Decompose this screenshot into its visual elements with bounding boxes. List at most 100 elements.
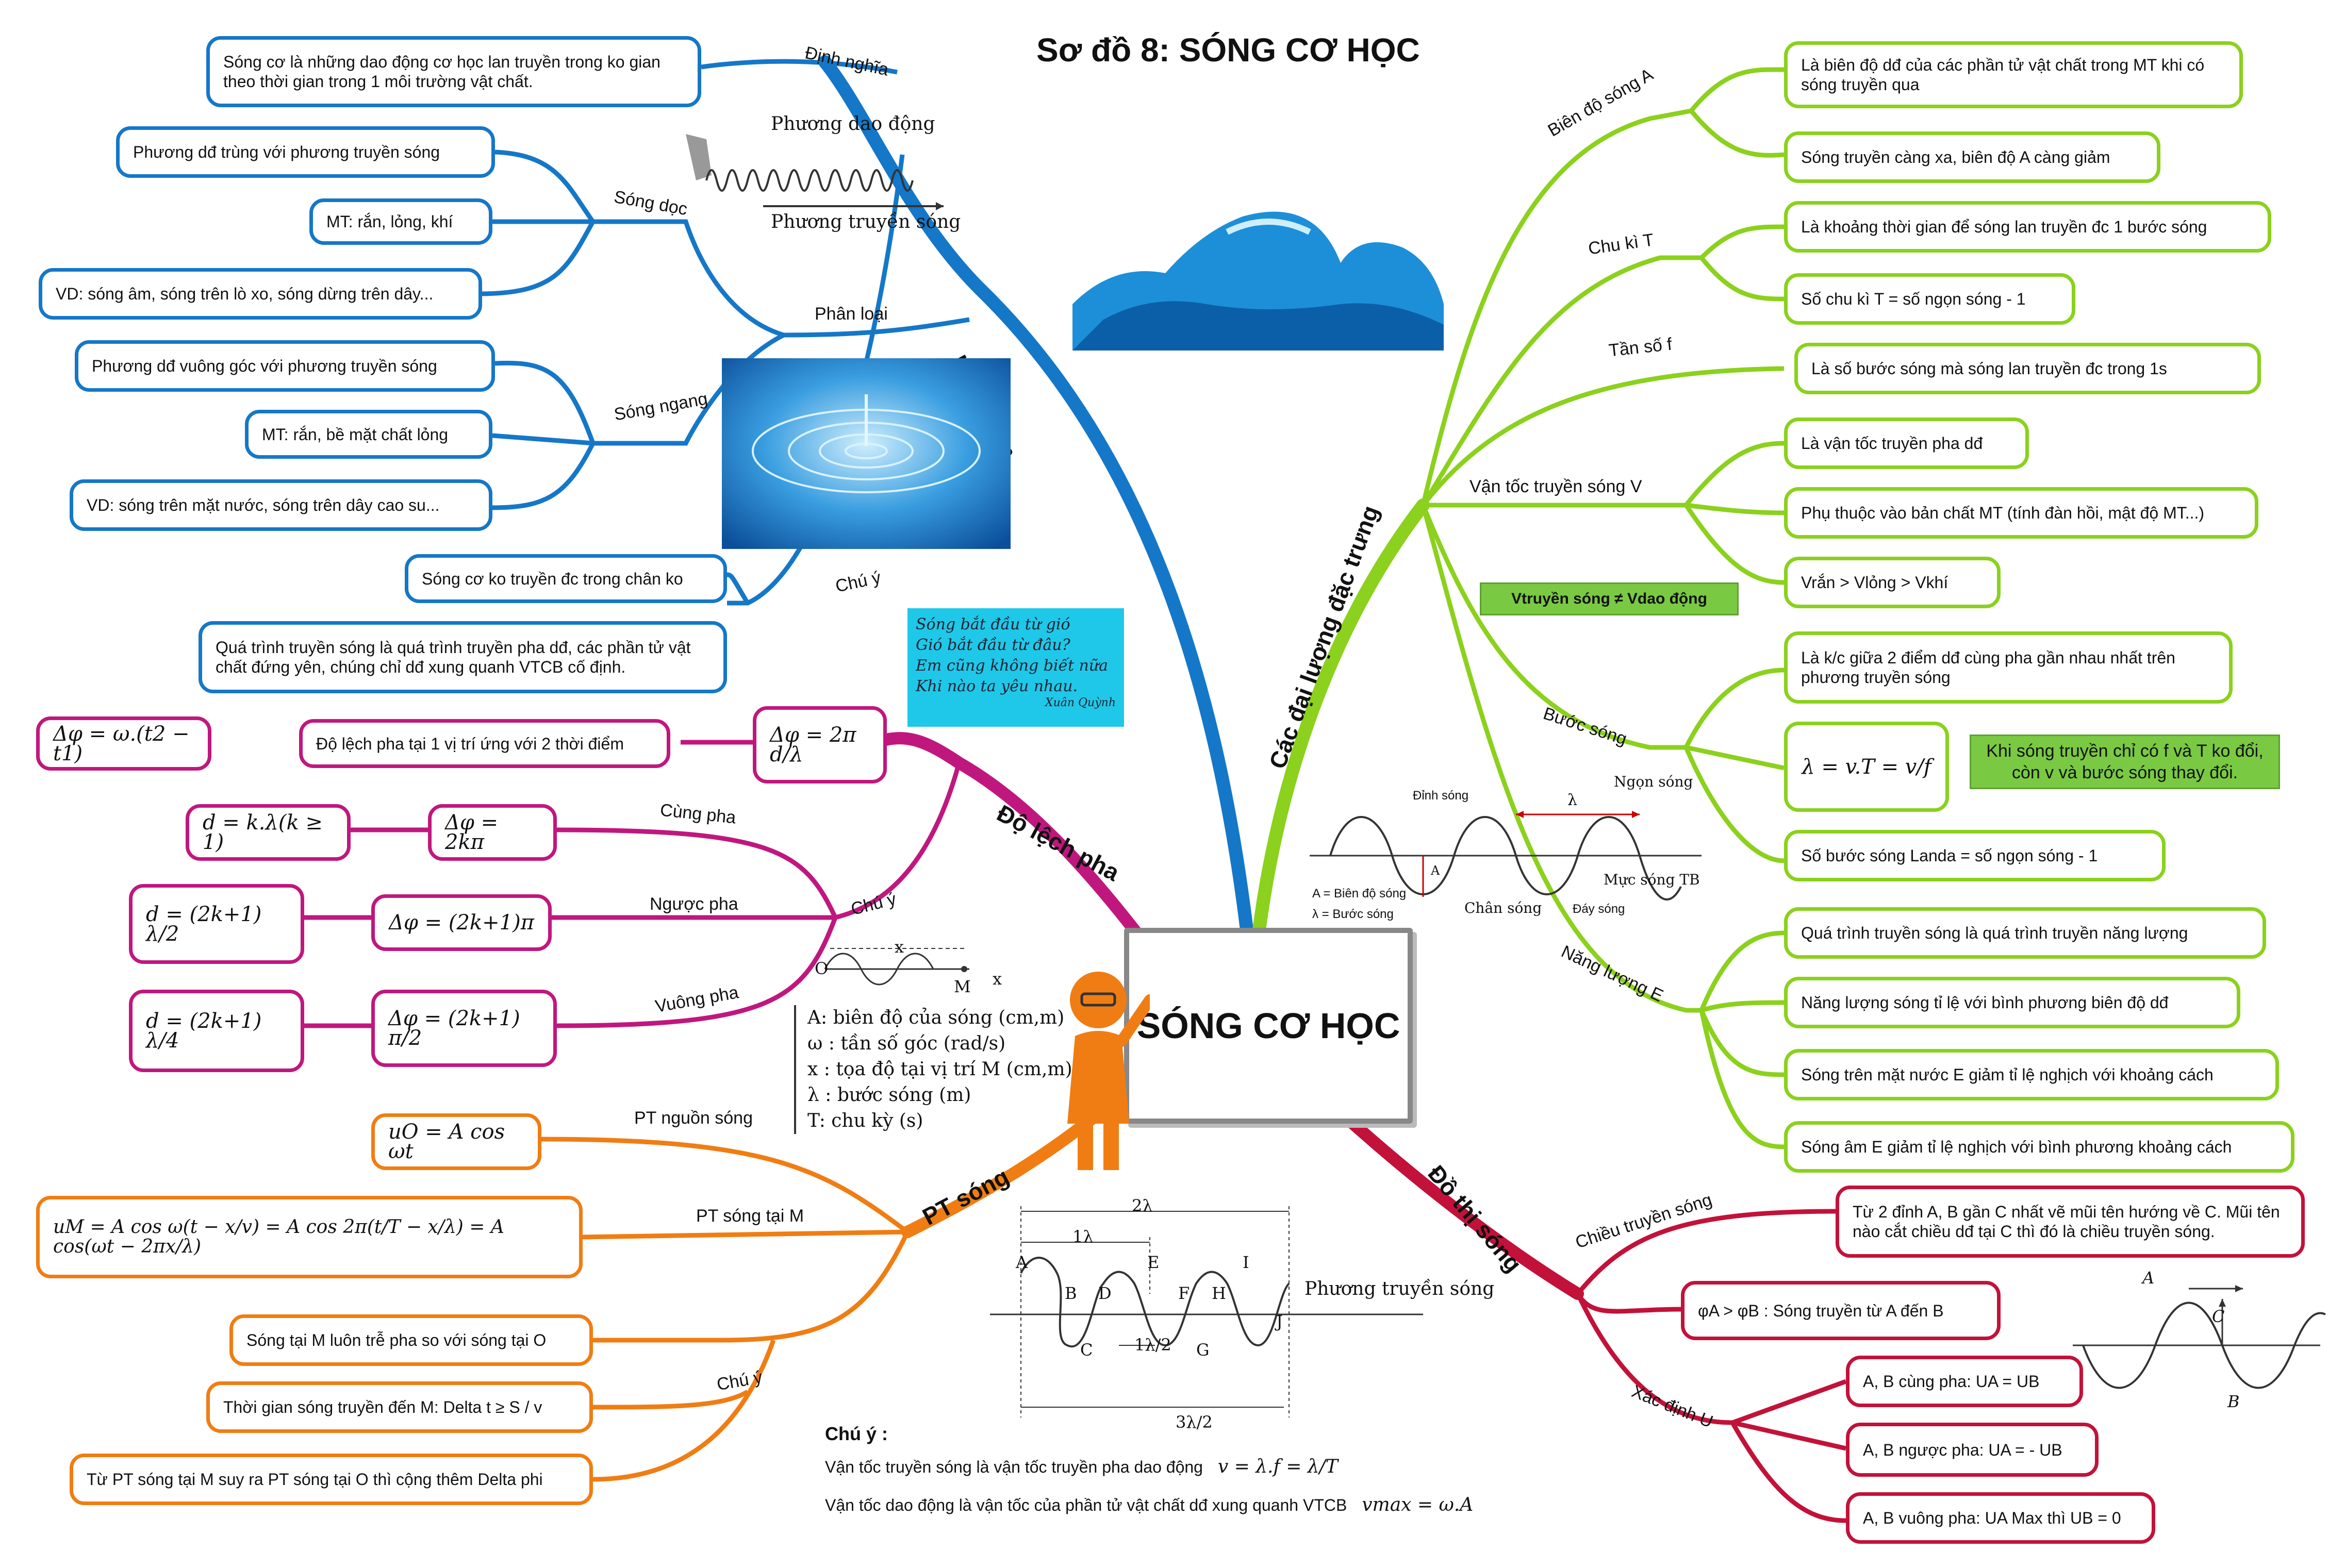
bottom-note-text1: Vận tốc truyền sóng là vận tốc truyền ph… [825, 1458, 1203, 1476]
box-xac-dinh-3: A, B vuông pha: UA Max thì UB = 0 [1846, 1492, 2155, 1544]
graph-label-C: C [2212, 1307, 2225, 1326]
box-song-doc-1: Phương dđ trùng với phương truyền sóng [116, 126, 495, 178]
box-lech-pha-main: Δφ = 2π d/λ [753, 706, 887, 783]
poem-line-4: Khi nào ta yêu nhau. [916, 677, 1078, 695]
wave-label-A: A [1431, 863, 1440, 878]
box-nang-luong-2: Năng lượng sóng tỉ lệ với bình phương bi… [1784, 977, 2240, 1028]
point-D: D [1098, 1283, 1112, 1303]
point-A: A [1016, 1253, 1028, 1272]
box-nguoc-pha-phi: Δφ = (2k+1)π [371, 894, 552, 951]
box-vuong-pha-d: d = (2k+1) λ/4 [129, 990, 304, 1072]
direction-graph [2073, 1285, 2326, 1389]
box-bien-do-1: Là biên độ dđ của các phần tử vật chất t… [1784, 41, 2243, 108]
spring-label-top: Phương dao động [771, 113, 935, 135]
central-node: SÓNG CƠ HỌC [1124, 928, 1413, 1124]
legend-item: A: biên độ của sóng (cm,m) [807, 1007, 1065, 1028]
label-van-toc: Vận tốc truyền sóng V [1469, 477, 1642, 496]
legend-item: λ : bước sóng (m) [807, 1085, 971, 1106]
ox-label-x: x [895, 937, 904, 957]
box-tan-so-1: Là số bước sóng mà sóng lan truyền đc tr… [1794, 343, 2261, 394]
box-song-ngang-1: Phương dđ vuông góc với phương truyền só… [75, 340, 495, 392]
box-lech-pha-t-desc: Độ lệch pha tại 1 vị trí ứng với 2 thời … [299, 719, 670, 768]
box-khai-niem-chu-y-2: Quá trình truyền sóng là quá trình truyề… [199, 621, 727, 693]
legend-item: T: chu kỳ (s) [807, 1110, 923, 1131]
ox-label-M: M [954, 977, 971, 996]
poem-line-1: Sóng bắt đầu từ gió [916, 615, 1070, 633]
box-nang-luong-3: Sóng trên mặt nước E giảm tỉ lệ nghịch v… [1784, 1049, 2279, 1100]
box-vuong-pha-phi: Δφ = (2k+1) π/2 [371, 990, 557, 1067]
bottom-note: Chú ý : Vận tốc truyền sóng là vận tốc t… [825, 1423, 1473, 1516]
poem-line-2: Gió bắt đầu từ đâu? [916, 636, 1070, 654]
graph-label-A: A [2142, 1268, 2155, 1288]
trunk-lech-pha [870, 732, 1151, 949]
legend-item: ω : tần số góc (rad/s) [807, 1033, 1006, 1054]
ocean-wave-image [1072, 201, 1444, 351]
wavelength-diagram [990, 1206, 1423, 1417]
point-F: F [1178, 1283, 1190, 1303]
point-B: B [1065, 1283, 1077, 1303]
box-xac-dinh-2: A, B ngược pha: UA = - UB [1846, 1423, 2099, 1477]
bottom-note-formula2: vmax = ω.A [1362, 1494, 1474, 1515]
graph-label-B: B [2227, 1392, 2240, 1411]
spring-illustration [686, 134, 944, 210]
wave-label-chan: Chân sóng [1464, 899, 1542, 916]
box-van-toc-3: Vrắn > Vlỏng > Vkhí [1784, 557, 2001, 608]
water-ripple-image [722, 358, 1011, 549]
label-pt-nguon: PT nguồn sóng [634, 1108, 753, 1128]
dim-2-lambda: 2λ [1132, 1196, 1153, 1215]
trunk-do-thi [1324, 1097, 1584, 1300]
wave-anatomy-diagram [1310, 811, 1702, 900]
box-chu-ki-1: Là khoảng thời gian để sóng lan truyền đ… [1784, 201, 2271, 253]
legend-item: x : tọa độ tại vị trí M (cm,m) [807, 1059, 1072, 1080]
box-bien-do-2: Sóng truyền càng xa, biên độ A càng giảm [1784, 131, 2160, 183]
page-title: Sơ đồ 8: SÓNG CƠ HỌC [1036, 31, 1420, 69]
bottom-note-formula1: v = λ.f = λ/T [1217, 1456, 1338, 1477]
ox-sketch [824, 948, 969, 986]
wave-label-dinh: Đỉnh sóng [1413, 789, 1469, 803]
box-van-toc-1: Là vận tốc truyền pha dđ [1784, 418, 2029, 469]
box-song-doc-2: MT: rắn, lỏng, khí [309, 198, 492, 245]
point-G: G [1196, 1340, 1210, 1360]
trunk-dai-luong [1251, 498, 1430, 945]
note-buoc-song: Khi sóng truyền chỉ có f và T ko đổi, cò… [1970, 735, 2280, 789]
dim-3-half-lambda: 3λ/2 [1176, 1412, 1213, 1432]
dim-1-lambda: 1λ [1072, 1227, 1094, 1246]
wave-label-ngon: Ngọn sóng [1614, 773, 1693, 790]
box-nguoc-pha-d: d = (2k+1) λ/2 [129, 884, 304, 964]
dim-half-lambda: 1λ/2 [1134, 1335, 1171, 1355]
ox-label-O: O [815, 959, 829, 978]
wave-label-day: Đáy sóng [1573, 902, 1625, 916]
box-cung-pha-d: d = k.λ(k ≥ 1) [186, 804, 351, 861]
point-E: E [1147, 1253, 1160, 1272]
presenter-figure-icon [1067, 972, 1150, 1170]
poem-box: Sóng bắt đầu từ gió Gió bắt đầu từ đâu? … [907, 608, 1124, 727]
bottom-note-title: Chú ý : [825, 1423, 888, 1444]
label-nguoc-pha: Ngược pha [650, 894, 738, 914]
box-dinh-nghia: Sóng cơ là những dao động cơ học lan tru… [206, 36, 701, 107]
wave-label-lambda: λ [1567, 791, 1578, 809]
box-pt-chu-y-1: Sóng tại M luôn trễ pha so với sóng tại … [229, 1314, 593, 1366]
wave-legend-lambda: λ = Bước sóng [1312, 907, 1394, 921]
spring-label-bottom: Phương truyền sóng [771, 211, 961, 232]
bottom-note-line2: Vận tốc dao động là vận tốc của phần tử … [825, 1494, 1473, 1516]
label-pt-tai-m: PT sóng tại M [696, 1206, 804, 1226]
point-I: I [1243, 1253, 1249, 1272]
box-khai-niem-chu-y-1: Sóng cơ ko truyền đc trong chân ko [405, 554, 727, 603]
point-C: C [1080, 1340, 1093, 1360]
box-chu-ki-2: Số chu kì T = số ngọn sóng - 1 [1784, 273, 2075, 325]
ox-label-x2: x [993, 969, 1002, 989]
box-nang-luong-1: Quá trình truyền sóng là quá trình truyề… [1784, 907, 2266, 959]
central-title: SÓNG CƠ HỌC [1136, 1006, 1400, 1046]
poem-author: Xuân Quỳnh [1045, 696, 1116, 709]
box-pt-tai-m: uM = A cos ω(t − x/v) = A cos 2π(t/T − x… [36, 1196, 583, 1278]
bottom-note-text2: Vận tốc dao động là vận tốc của phần tử … [825, 1496, 1347, 1514]
box-pt-chu-y-3: Từ PT sóng tại M suy ra PT sóng tại O th… [70, 1454, 593, 1505]
box-nang-luong-4: Sóng âm E giảm tỉ lệ nghịch với bình phư… [1784, 1121, 2294, 1173]
bottom-wave-direction: Phương truyền sóng [1304, 1278, 1495, 1299]
box-chieu-truyen-2: φA > φB : Sóng truyền từ A đến B [1681, 1281, 2001, 1340]
label-phan-loai: Phân loại [815, 304, 888, 324]
point-H: H [1212, 1283, 1226, 1303]
bottom-note-line1: Vận tốc truyền sóng là vận tốc truyền ph… [825, 1456, 1473, 1478]
box-song-doc-3: VD: sóng âm, sóng trên lò xo, sóng dừng … [39, 268, 482, 320]
